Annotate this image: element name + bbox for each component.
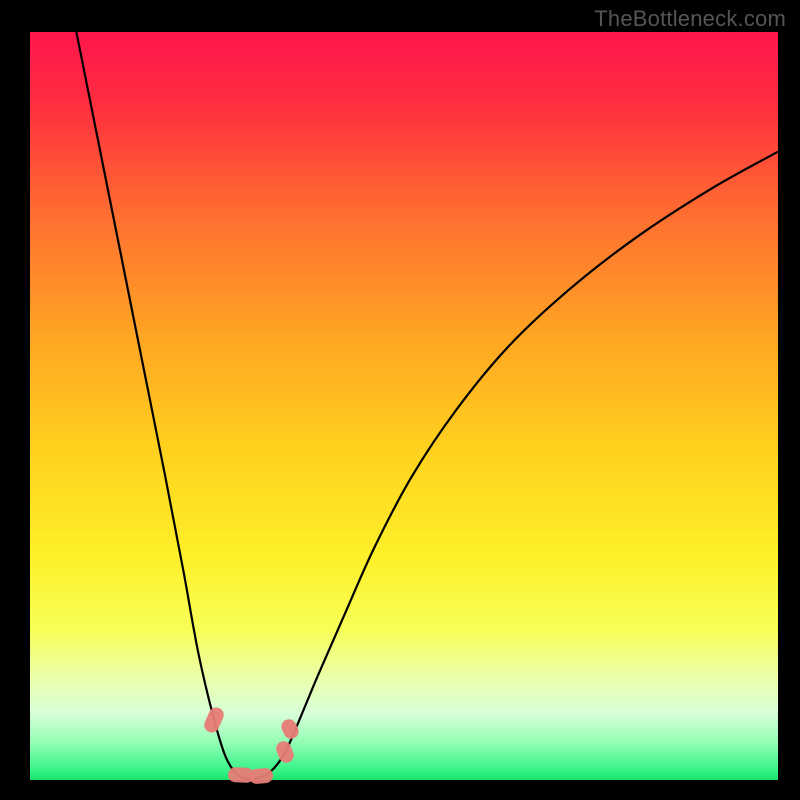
watermark-text: TheBottleneck.com xyxy=(594,6,786,32)
bottleneck-curve xyxy=(30,32,778,780)
chart-frame: TheBottleneck.com xyxy=(0,0,800,800)
plot-area xyxy=(30,32,778,780)
data-point-marker xyxy=(249,767,274,784)
